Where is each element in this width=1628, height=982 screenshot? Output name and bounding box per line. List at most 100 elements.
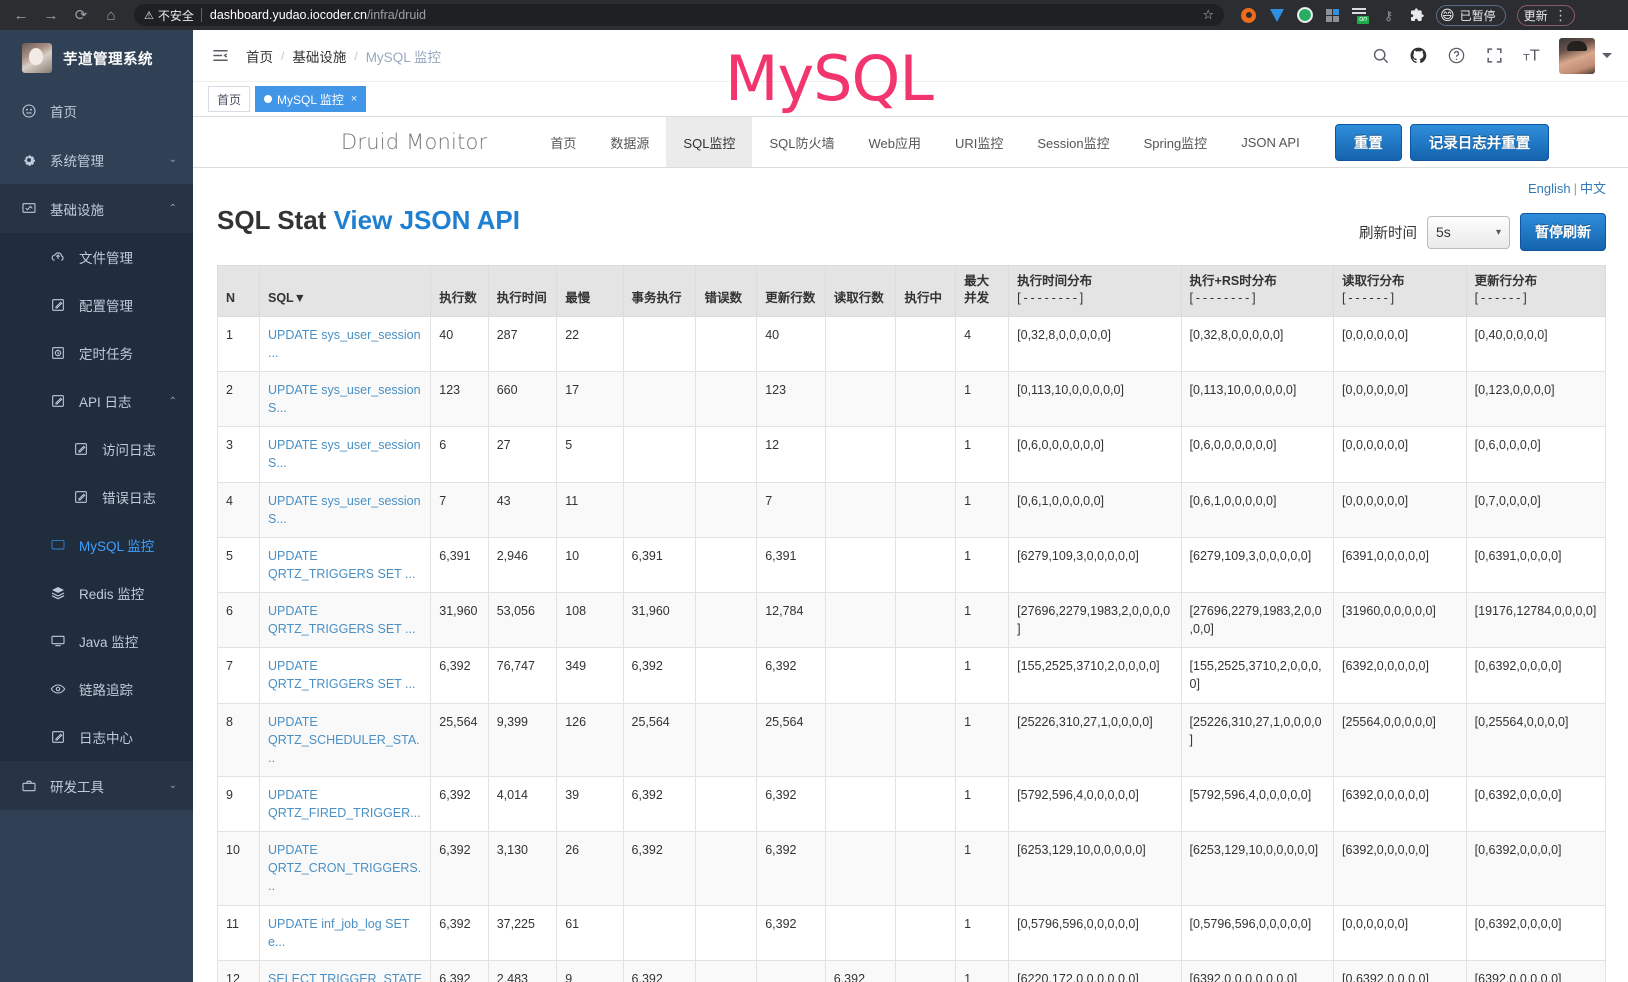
column-header-slowest[interactable]: 最慢 — [556, 265, 624, 317]
lang-chinese-link[interactable]: 中文 — [1579, 181, 1606, 196]
reload-icon[interactable]: ⟳ — [74, 7, 88, 24]
sql-link[interactable]: UPDATE sys_user_session S... — [267, 438, 421, 471]
list-on-icon[interactable]: on — [1352, 7, 1369, 24]
sidebar-item-system[interactable]: 系统管理 ⌄ — [0, 135, 193, 184]
sql-link[interactable]: UPDATE QRTZ_TRIGGERS SET ... — [267, 659, 416, 692]
puzzle-icon[interactable] — [1408, 7, 1425, 24]
column-header-d_exec[interactable]: 执行时间分布 [ - - - - - - - - ] — [1008, 265, 1182, 317]
chrome-menu-icon[interactable]: ⋮ — [1553, 7, 1568, 23]
column-header-n[interactable]: N — [217, 265, 260, 317]
druid-tab-datasource[interactable]: 数据源 — [610, 135, 650, 151]
address-bar[interactable]: ⚠ 不安全 dashboard.yudao.iocoder.cn/infra/d… — [134, 4, 1224, 26]
avatar[interactable] — [1559, 37, 1595, 74]
sql-link[interactable]: UPDATE sys_user_session ... — [267, 327, 421, 360]
log-and-reset-button[interactable]: 记录日志并重置 — [1409, 123, 1550, 161]
lang-english-link[interactable]: English — [1527, 181, 1571, 196]
home-icon[interactable]: ⌂ — [106, 6, 116, 24]
brand[interactable]: 芋道管理系统 — [0, 30, 193, 86]
sidebar-item-home[interactable]: 首页 — [0, 86, 193, 135]
sidebar-item-mysql-monitor[interactable]: MySQL 监控 — [0, 521, 193, 569]
breadcrumb-item-home[interactable]: 首页 — [246, 49, 273, 65]
druid-tab-web-app[interactable]: Web应用 — [868, 135, 921, 151]
orange-ring-icon[interactable] — [1240, 7, 1257, 24]
cell-sql[interactable]: UPDATE QRTZ_TRIGGERS SET ... — [258, 536, 432, 594]
sidebar-item-redis-monitor[interactable]: Redis 监控 — [0, 569, 193, 617]
column-header-d_rs[interactable]: 执行+RS时分布 [ - - - - - - - - ] — [1180, 265, 1335, 317]
sidebar-item-scheduled-task[interactable]: 定时任务 — [0, 329, 193, 377]
grid-blue-icon[interactable] — [1324, 7, 1341, 24]
sql-link[interactable]: UPDATE QRTZ_TRIGGERS SET ... — [267, 604, 416, 637]
sql-link[interactable]: UPDATE inf_job_log SET e... — [267, 916, 410, 949]
druid-tab-sql-monitor[interactable]: SQL监控 — [666, 117, 753, 167]
pause-refresh-button[interactable]: 暂停刷新 — [1520, 213, 1606, 251]
column-header-conc[interactable]: 最大并发 — [955, 265, 1010, 317]
cell-sql[interactable]: UPDATE QRTZ_TRIGGERS SET ... — [258, 591, 432, 649]
sidebar-item-config-manage[interactable]: 配置管理 — [0, 281, 193, 329]
druid-tab-uri-monitor[interactable]: URI监控 — [954, 135, 1004, 151]
user-menu[interactable] — [1559, 37, 1612, 74]
key-icon[interactable]: ⚷ — [1383, 7, 1394, 23]
github-icon[interactable] — [1399, 30, 1437, 82]
column-header-exec_time[interactable]: 执行时间 — [487, 265, 558, 317]
sidebar-item-java-monitor[interactable]: Java 监控 — [0, 617, 193, 665]
column-header-upd_rows[interactable]: 更新行数 — [756, 265, 826, 317]
cell-sql[interactable]: UPDATE sys_user_session ... — [258, 315, 432, 373]
sidebar-item-trace[interactable]: 链路追踪 — [0, 665, 193, 713]
sql-link[interactable]: UPDATE QRTZ_FIRED_TRIGGER... — [267, 787, 421, 820]
druid-tab-json-api[interactable]: JSON API — [1241, 134, 1300, 150]
column-header-read_rows[interactable]: 读取行数 — [824, 265, 897, 317]
cell-sql[interactable]: SELECT TRIGGER_STATE — [258, 959, 432, 982]
sidebar-item-dev-tools[interactable]: 研发工具 ⌄ — [0, 761, 193, 810]
cell-sql[interactable]: UPDATE QRTZ_SCHEDULER_STA... — [258, 702, 432, 777]
bookmark-star-icon[interactable]: ☆ — [1202, 7, 1214, 22]
sidebar-item-log-center[interactable]: 日志中心 — [0, 713, 193, 761]
breadcrumb-item-infra[interactable]: 基础设施 — [292, 49, 347, 65]
sidebar-item-access-log[interactable]: 访问日志 — [0, 425, 193, 473]
cell-sql[interactable]: UPDATE sys_user_session S... — [258, 426, 432, 483]
hamburger-icon[interactable] — [193, 46, 246, 65]
reset-button[interactable]: 重置 — [1334, 123, 1402, 161]
cell-sql[interactable]: UPDATE QRTZ_CRON_TRIGGERS... — [258, 831, 432, 906]
sql-link[interactable]: UPDATE sys_user_session S... — [267, 383, 421, 416]
sidebar-item-infra[interactable]: 基础设施 ⌃ — [0, 184, 193, 233]
sql-link[interactable]: SELECT TRIGGER_STATE — [267, 971, 422, 982]
paused-profile-pill[interactable]: 😄 已暂停 — [1436, 4, 1506, 26]
sql-link[interactable]: UPDATE QRTZ_TRIGGERS SET ... — [267, 548, 416, 581]
cell-sql[interactable]: UPDATE QRTZ_FIRED_TRIGGER... — [258, 775, 432, 833]
column-header-exec[interactable]: 执行数 — [430, 265, 489, 317]
blue-diamond-icon[interactable] — [1268, 7, 1285, 24]
tag-home[interactable]: 首页 — [208, 86, 251, 112]
update-button[interactable]: 更新 ⋮ — [1516, 4, 1575, 26]
refresh-interval-select[interactable]: 5s ▾ — [1427, 215, 1510, 249]
cell-sql[interactable]: UPDATE sys_user_session S... — [258, 481, 432, 538]
cell-sql[interactable]: UPDATE QRTZ_TRIGGERS SET ... — [258, 647, 432, 704]
search-icon[interactable] — [1361, 30, 1399, 82]
back-arrow-icon[interactable]: ← — [13, 6, 29, 24]
druid-tab-session-monitor[interactable]: Session监控 — [1037, 135, 1110, 151]
green-check-icon[interactable] — [1296, 7, 1313, 24]
close-icon[interactable]: × — [350, 93, 358, 105]
view-json-api-link[interactable]: View JSON API — [333, 205, 520, 235]
chevron-down-icon[interactable] — [1602, 53, 1612, 58]
sql-link[interactable]: UPDATE QRTZ_SCHEDULER_STA... — [267, 714, 420, 765]
cell-sql[interactable]: UPDATE sys_user_session S... — [258, 370, 432, 428]
column-header-d_upd[interactable]: 更新行分布 [ - - - - - - ] — [1465, 265, 1607, 317]
fullscreen-icon[interactable] — [1475, 30, 1513, 82]
cell-sql[interactable]: UPDATE inf_job_log SET e... — [258, 904, 432, 961]
sidebar-item-api-log[interactable]: API 日志 ⌃ — [0, 377, 193, 425]
column-header-sql[interactable]: SQL▼ — [258, 265, 432, 317]
sql-link[interactable]: UPDATE sys_user_session S... — [267, 493, 421, 526]
column-header-err[interactable]: 错误数 — [695, 265, 758, 317]
sidebar-item-error-log[interactable]: 错误日志 — [0, 473, 193, 521]
sidebar-item-file-manage[interactable]: 文件管理 — [0, 233, 193, 281]
tag-mysql-monitor[interactable]: MySQL 监控 × — [255, 86, 367, 112]
druid-tab-sql-firewall[interactable]: SQL防火墙 — [769, 135, 835, 151]
druid-tab-spring-monitor[interactable]: Spring监控 — [1143, 135, 1208, 151]
column-header-running[interactable]: 执行中 — [895, 265, 957, 317]
help-icon[interactable] — [1437, 30, 1475, 82]
druid-tab-home[interactable]: 首页 — [550, 135, 577, 151]
column-header-tx[interactable]: 事务执行 — [622, 265, 697, 317]
sql-link[interactable]: UPDATE QRTZ_CRON_TRIGGERS... — [267, 843, 422, 894]
column-header-d_read[interactable]: 读取行分布 [ - - - - - - ] — [1333, 265, 1467, 317]
